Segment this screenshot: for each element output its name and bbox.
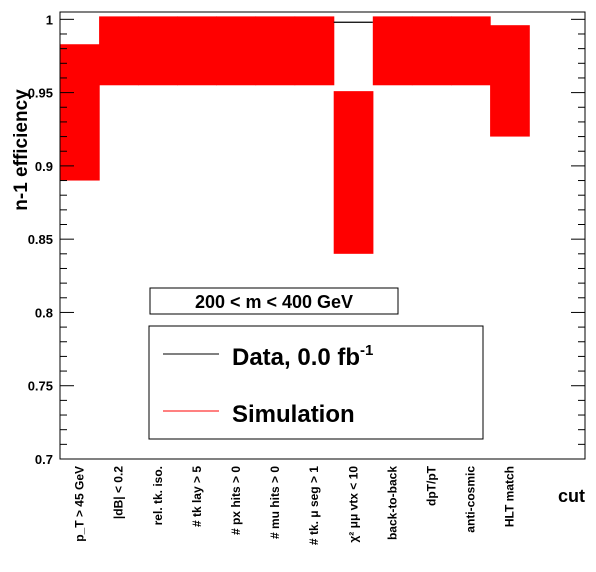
x-tick-label: χ² μμ vtx < 10 [346,466,360,543]
simulation-band [372,16,413,86]
legend-data-label: Data, 0.0 fb-1 [232,342,373,371]
x-axis-labels: p_T > 45 GeV |dB| < 0.2 rel. tk. iso. # tk … [73,465,517,545]
x-tick-label: # tk lay > 5 [190,466,204,527]
simulation-band [333,91,374,254]
simulation-band [177,16,217,86]
plot-frame [59,11,586,460]
simulation-band [294,16,335,86]
simulation-band [99,16,139,86]
y-tick-label: 0.7 [35,452,53,467]
x-tick-label: back-to-back [385,466,399,540]
simulation-band [60,44,100,181]
simulation-band [138,16,178,86]
y-tick-label: 1 [46,12,53,27]
y-tick-label: 0.9 [35,159,53,174]
mass-window-label: 200 < m < 400 GeV [195,292,353,312]
y-tick-label: 0.8 [35,305,53,320]
y-axis-title: n-1 efficiency [11,89,32,211]
simulation-band [216,16,257,86]
x-tick-label: p_T > 45 GeV [73,466,87,542]
x-tick-label: # px hits > 0 [229,466,243,535]
simulation-band [255,16,296,86]
y-tick-label: 0.95 [28,86,53,101]
legend-box [148,325,484,440]
simulation-band [451,16,491,86]
x-tick-label: dpT/pT [424,465,438,506]
x-tick-label: # tk. μ seg > 1 [307,466,321,545]
y-axis-ticks: 0.7 0.75 0.8 0.85 0.9 0.95 1 [28,12,585,467]
x-tick-label: rel. tk. iso. [151,466,165,525]
x-tick-label: # mu hits > 0 [268,466,282,539]
simulation-band [411,16,452,86]
legend: Data, 0.0 fb-1 Simulation [148,325,484,440]
y-tick-label: 0.85 [28,232,53,247]
legend-sim-label: Simulation [232,401,355,428]
x-tick-label: |dB| < 0.2 [112,466,126,519]
simulation-band [490,25,530,137]
legend-data-superscript: -1 [360,342,373,359]
mass-window-box: 200 < m < 400 GeV [149,287,399,315]
x-tick-label: HLT match [503,466,517,527]
x-tick-label: anti-cosmic [464,466,478,533]
x-axis-title: cut [558,486,585,506]
y-tick-label: 0.75 [28,379,53,394]
simulation-bands [60,16,530,254]
